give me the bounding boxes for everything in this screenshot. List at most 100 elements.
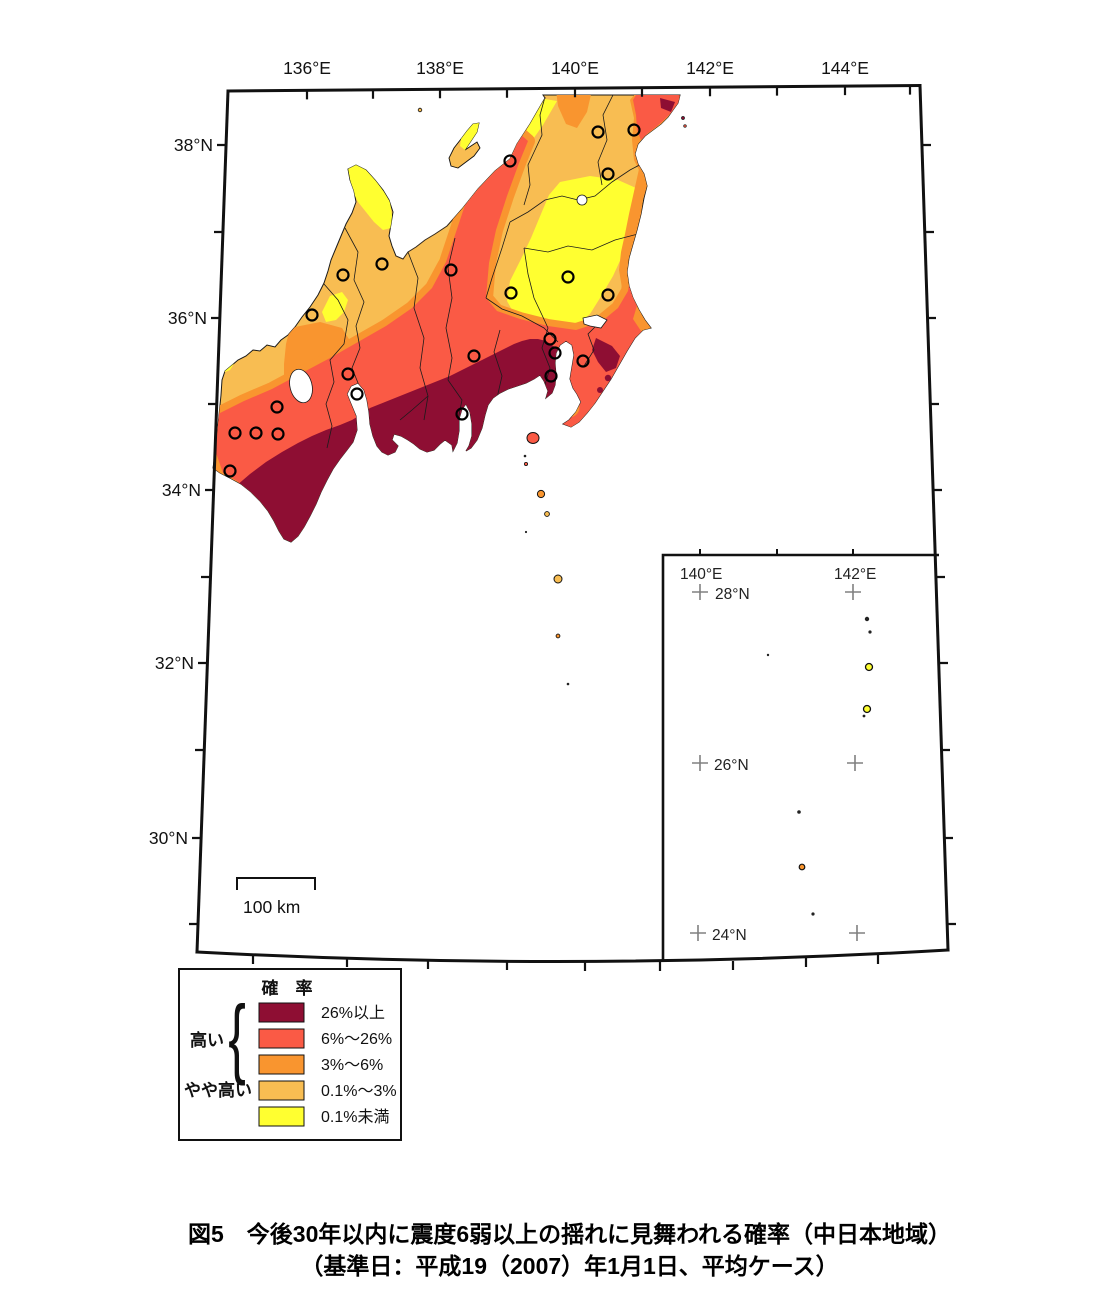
inset-lat-label-24: 24°N (712, 927, 747, 944)
city-marker (375, 257, 389, 271)
legend-brace: { (228, 988, 246, 1086)
oshika-islet (683, 124, 687, 128)
hazard-region-01to3 (558, 396, 580, 418)
legend-group-medium: やや高い (184, 1080, 252, 1100)
inset-island (797, 810, 801, 814)
axis-labels: 136°E 138°E 140°E 142°E 144°E 38°N 36°N … (149, 58, 869, 848)
inset-map: 140°E 142°E 28°N 26°N 24°N (661, 549, 948, 962)
hazard-region-over26 (592, 338, 620, 372)
inset-island (864, 662, 874, 672)
city-markers (223, 123, 641, 478)
hazard-region-over26 (597, 387, 603, 393)
figure-caption: 図5 今後30年以内に震度6弱以上の揺れに見舞われる確率（中日本地域） （基準日… (0, 1218, 1103, 1282)
city-marker (341, 367, 355, 381)
city-marker (627, 123, 641, 137)
axis-ticks (189, 85, 956, 971)
awashima-island (417, 107, 423, 113)
lat-label-36n: 36°N (168, 308, 207, 328)
city-marker (561, 270, 575, 284)
main-map-land (212, 94, 687, 686)
izu-islet (523, 454, 527, 458)
mikurajima-island (555, 633, 561, 639)
hazard-region-under01 (507, 176, 641, 336)
lake-inawashiro (576, 194, 588, 206)
frame-bottom-border (195, 948, 950, 964)
frame-left-border (195, 89, 230, 954)
inset-island (766, 653, 770, 657)
inset-island (868, 630, 872, 634)
left-axis-ticks (189, 143, 226, 926)
city-marker (601, 288, 615, 302)
niijima-island (536, 489, 546, 499)
legend-swatch-01to3 (258, 1080, 305, 1101)
lon-label-144e: 144°E (821, 58, 869, 78)
legend-box: 確 率 { 高い やや高い 26%以上 6%～26% 3%～6% 0.1%～3%… (178, 968, 402, 1141)
city-marker (336, 268, 350, 282)
city-marker (548, 346, 562, 360)
hazard-region-6to26 (633, 95, 680, 140)
scale-bar-bracket (236, 877, 316, 890)
map-frame (195, 83, 950, 964)
legend-title: 確 率 (262, 978, 313, 998)
city-marker (601, 167, 615, 181)
inset-lon-label-142: 142°E (834, 566, 876, 583)
legend-group-high: 高い (190, 1030, 224, 1050)
lat-label-32n: 32°N (155, 653, 194, 673)
miyakejima-island (553, 574, 563, 584)
caption-line-2: （基準日：平成19（2007）年1月1日、平均ケース） (300, 1253, 839, 1279)
inset-lat-label-28: 28°N (715, 586, 750, 603)
lake-biwa (289, 368, 313, 404)
izu-islet (566, 682, 570, 686)
city-marker (228, 426, 242, 440)
hazard-region-over26 (604, 374, 612, 382)
city-marker (271, 427, 285, 441)
city-marker (467, 349, 481, 363)
city-marker (544, 369, 558, 383)
top-axis-ticks (305, 85, 912, 100)
inset-island (811, 912, 815, 916)
inset-island (862, 704, 872, 714)
legend-label-01to3: 0.1%～3% (321, 1083, 397, 1100)
izu-islet (524, 461, 529, 466)
offshore-islands (417, 107, 687, 686)
legend-label-6to26: 6%～26% (321, 1031, 392, 1048)
inset-lon-label-140: 140°E (680, 566, 722, 583)
inset-island (862, 714, 866, 718)
legend-label-over26: 26%以上 (321, 1004, 385, 1022)
hazard-region-3to6 (556, 95, 592, 128)
inset-lat-label-26: 26°N (714, 757, 749, 774)
sado-island-yellow (460, 123, 479, 150)
city-marker (249, 426, 263, 440)
lat-label-34n: 34°N (162, 480, 201, 500)
city-marker (444, 263, 458, 277)
frame-right-border (918, 83, 950, 952)
lake-kasumigaura (582, 314, 608, 329)
legend-swatch-over26 (258, 1002, 305, 1023)
bottom-axis-ticks (251, 955, 880, 971)
right-axis-ticks (922, 143, 956, 926)
kozushima-island (544, 511, 550, 517)
inset-island (798, 863, 806, 871)
city-marker (350, 387, 364, 401)
lakes (289, 194, 608, 404)
hazard-region-over26 (660, 98, 675, 112)
lon-label-140e: 140°E (551, 58, 599, 78)
inset-border (661, 553, 939, 962)
city-marker (305, 308, 319, 322)
legend-swatch-under01 (258, 1106, 305, 1127)
lat-label-30n: 30°N (149, 828, 188, 848)
scale-bar-label: 100 km (243, 897, 300, 917)
caption-line-1: 図5 今後30年以内に震度6弱以上の揺れに見舞われる確率（中日本地域） (187, 1221, 952, 1247)
lon-label-136e: 136°E (283, 58, 331, 78)
city-marker (591, 125, 605, 139)
legend-label-under01: 0.1%未満 (321, 1108, 389, 1126)
city-marker (270, 400, 284, 414)
lon-label-142e: 142°E (686, 58, 734, 78)
inset-top-ticks (699, 549, 854, 555)
city-marker (504, 286, 518, 300)
legend-swatch-3to6 (258, 1054, 305, 1075)
izu-oshima-island (526, 432, 540, 444)
city-marker (543, 332, 557, 346)
